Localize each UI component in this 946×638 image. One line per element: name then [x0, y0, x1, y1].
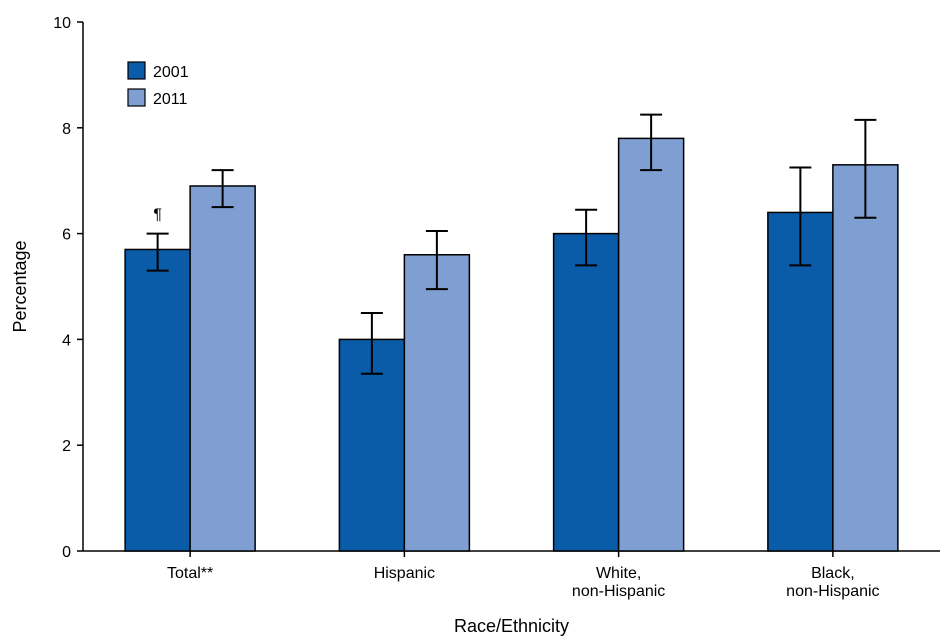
x-tick-label: non-Hispanic: [786, 583, 879, 600]
y-tick-label: 8: [62, 121, 71, 138]
bar: [124, 248, 191, 552]
y-axis-title: Percentage: [10, 240, 30, 332]
y-tick-label: 0: [62, 544, 71, 561]
legend-label: 2001: [153, 64, 189, 81]
y-tick-label: 2: [62, 438, 71, 455]
x-tick-label: Hispanic: [374, 565, 435, 582]
legend-swatch: [127, 88, 146, 107]
bar-annotation: ¶: [153, 207, 162, 224]
bar: [189, 185, 256, 552]
x-tick-label: Total**: [167, 565, 213, 582]
y-tick-label: 10: [53, 15, 71, 32]
x-tick-label: Black,: [811, 565, 855, 582]
y-tick-label: 4: [62, 332, 71, 349]
legend-label: 2011: [153, 91, 188, 108]
bar: [403, 254, 471, 552]
bar: [832, 164, 899, 552]
bar: [338, 338, 406, 552]
legend-swatch: [127, 61, 146, 80]
x-axis-title: Race/Ethnicity: [454, 616, 569, 636]
x-tick-label: non-Hispanic: [572, 583, 665, 600]
bar: [552, 232, 620, 552]
plot-area: 0 2 4 6 8 10 Percentage Race/Ethnicity Total** Hi…: [10, 15, 940, 636]
y-tick-label: 6: [62, 227, 71, 244]
x-tick-label: White,: [596, 565, 641, 582]
bar: [617, 137, 685, 552]
